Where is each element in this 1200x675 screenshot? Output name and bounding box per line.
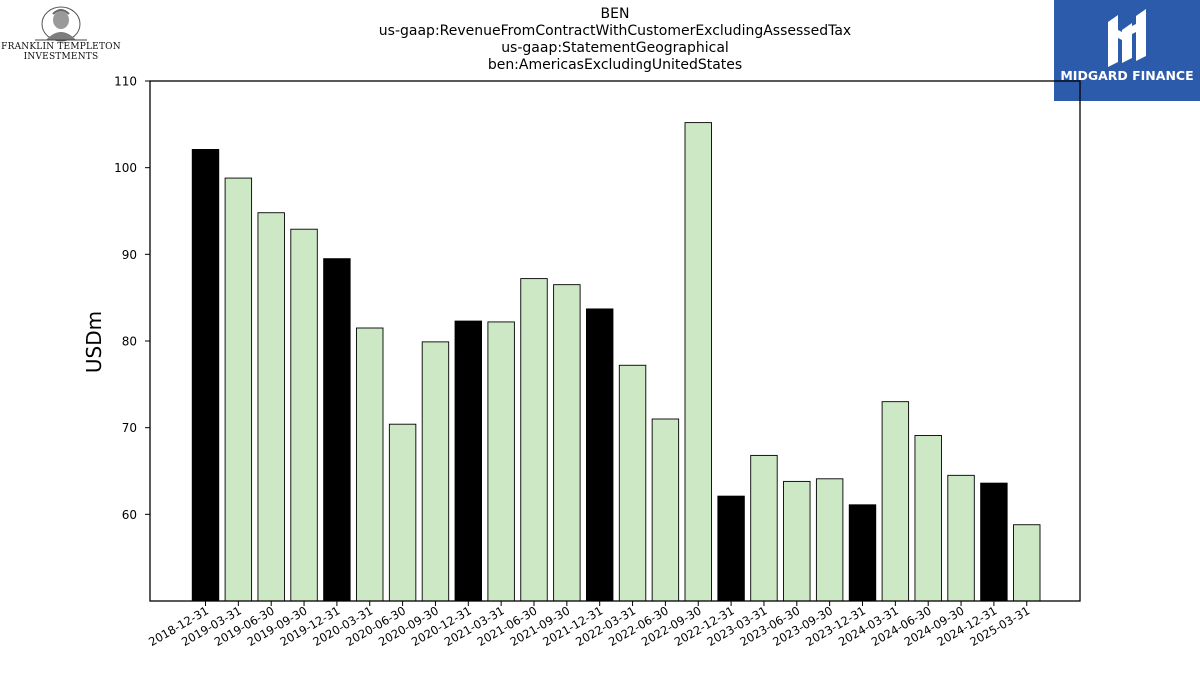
y-axis: 60 70 80 90 100 110 [114, 75, 150, 522]
midgard-m-icon [1108, 9, 1146, 67]
bar-2022-06-30 [651, 418, 680, 602]
bar-2020-12-31 [454, 320, 482, 602]
bar-2024-03-31 [881, 401, 910, 602]
chart-title-line-1: BEN [600, 6, 630, 22]
y-tick-label: 80 [122, 335, 137, 349]
bar-2024-09-30 [947, 474, 975, 602]
bars-group [191, 122, 1041, 602]
chart-title-line-2: us-gaap:RevenueFromContractWithCustomerE… [378, 23, 852, 39]
bar-2019-12-31 [323, 258, 351, 602]
bar-2021-06-30 [520, 278, 548, 602]
bar-2020-03-31 [356, 327, 384, 602]
y-tick-label: 60 [122, 508, 137, 522]
franklin-templeton-logo: FRANKLIN TEMPLETON INVESTMENTS [0, 2, 122, 66]
y-tick-label: 100 [114, 161, 137, 175]
y-axis-label: USDm [82, 311, 106, 373]
bar-2023-06-30 [783, 480, 811, 602]
chart-title-line-4: ben:AmericasExcludingUnitedStates [487, 57, 743, 73]
bar-2019-03-31 [224, 177, 253, 602]
bar-2022-03-31 [618, 364, 647, 602]
bar-2020-06-30 [388, 423, 417, 602]
bar-2018-12-31 [191, 149, 220, 602]
bar-2021-12-31 [586, 308, 614, 602]
bar-2020-09-30 [421, 341, 450, 602]
bar-2025-03-31 [1013, 524, 1041, 602]
bar-2021-03-31 [487, 321, 515, 602]
bar-2022-12-31 [717, 495, 745, 602]
y-tick-label: 90 [122, 248, 137, 262]
bar-2023-09-30 [815, 478, 844, 602]
y-tick-label: 70 [122, 421, 137, 435]
bar-2023-12-31 [848, 504, 877, 602]
midgard-finance-name: MIDGARD FINANCE [1060, 68, 1194, 83]
bar-2024-06-30 [914, 435, 942, 602]
chart-title-line-3: us-gaap:StatementGeographical [501, 40, 729, 56]
bar-2022-09-30 [684, 122, 712, 602]
franklin-portrait-icon [35, 6, 87, 42]
x-axis: 2018-12-312019-03-312019-06-302019-09-30… [146, 601, 1032, 649]
bar-2021-09-30 [553, 284, 581, 602]
franklin-logo-line1: FRANKLIN TEMPLETON [1, 42, 121, 52]
bar-2019-06-30 [257, 212, 285, 602]
bar-2019-09-30 [290, 228, 318, 602]
bar-2023-03-31 [750, 454, 778, 602]
bar-2024-12-31 [980, 482, 1008, 602]
franklin-logo-line2: INVESTMENTS [23, 52, 99, 62]
chart-title: BEN us-gaap:RevenueFromContractWithCusto… [300, 6, 930, 74]
midgard-finance-logo: MIDGARD FINANCE [1054, 0, 1200, 101]
y-tick-label: 110 [114, 75, 137, 89]
